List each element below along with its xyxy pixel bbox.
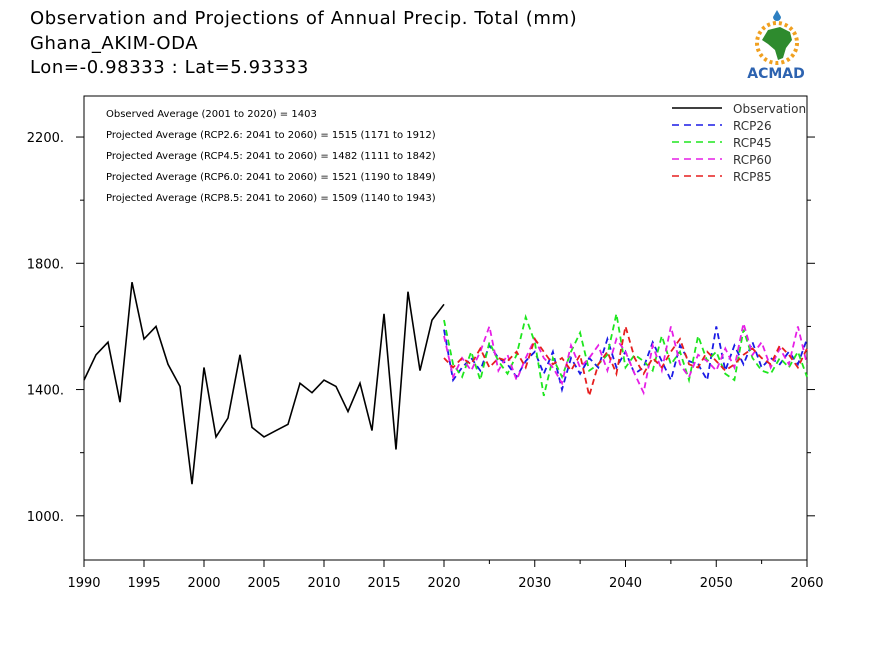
annotation-line: Observed Average (2001 to 2020) = 1403 xyxy=(106,109,317,120)
chart-title: Observation and Projections of Annual Pr… xyxy=(30,8,578,29)
legend-label-rcp45: RCP45 xyxy=(733,136,772,150)
data-series xyxy=(83,282,808,485)
annotation-block: Observed Average (2001 to 2020) = 1403 Pr… xyxy=(106,109,436,204)
x-tick-label: 2005 xyxy=(247,576,280,591)
x-tick-label: 2060 xyxy=(790,576,823,591)
station-coordinates: Lon=-0.98333 : Lat=5.93333 xyxy=(30,57,309,78)
axis-ticks xyxy=(76,136,815,567)
legend-label-rcp26: RCP26 xyxy=(733,119,772,133)
y-tick-label: 1000. xyxy=(27,510,64,525)
y-tick-label: 2200. xyxy=(27,131,64,146)
x-tick-label: 2015 xyxy=(367,576,400,591)
y-tick-labels: 1000. 1400. 1800. 2200. xyxy=(27,131,64,525)
x-tick-label: 2020 xyxy=(427,576,460,591)
y-tick-label: 1400. xyxy=(27,384,64,399)
x-tick-labels: 1990 1995 2000 2005 2010 2015 2020 2030 2040 2050… xyxy=(67,576,823,591)
legend-label-rcp85: RCP85 xyxy=(733,170,772,184)
legend: Observation RCP26 RCP45 RCP60 RCP85 xyxy=(672,102,806,184)
series-line-observation xyxy=(83,282,445,485)
legend-label-observation: Observation xyxy=(733,102,806,116)
x-tick-label: 2050 xyxy=(700,576,733,591)
annotation-line: Projected Average (RCP2.6: 2041 to 2060)… xyxy=(106,130,436,141)
station-name: Ghana_AKIM-ODA xyxy=(30,33,199,54)
x-tick-label: 1995 xyxy=(127,576,160,591)
legend-label-rcp60: RCP60 xyxy=(733,153,772,167)
x-tick-label: 1990 xyxy=(67,576,100,591)
y-tick-label: 1800. xyxy=(27,257,64,272)
annotation-line: Projected Average (RCP8.5: 2041 to 2060)… xyxy=(106,193,436,204)
series-line-rcp85 xyxy=(443,326,808,397)
x-tick-label: 2030 xyxy=(518,576,551,591)
x-tick-label: 2000 xyxy=(187,576,220,591)
x-tick-label: 2040 xyxy=(609,576,642,591)
annotation-line: Projected Average (RCP4.5: 2041 to 2060)… xyxy=(106,151,436,162)
annotation-line: Projected Average (RCP6.0: 2041 to 2060)… xyxy=(106,172,436,183)
plot-frame xyxy=(83,95,808,561)
x-tick-label: 2010 xyxy=(307,576,340,591)
